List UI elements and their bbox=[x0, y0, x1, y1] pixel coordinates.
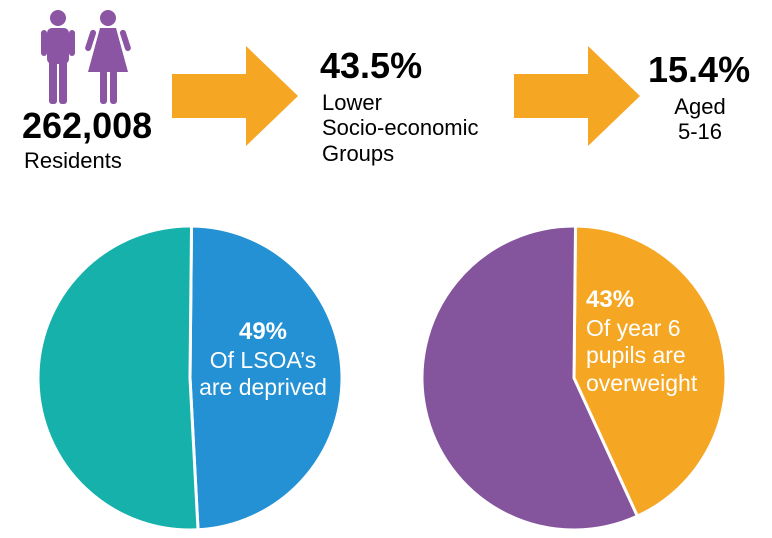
pie1-annotation-pct: 49% bbox=[238, 318, 288, 345]
pie1-annotation-line1: Of LSOA’s bbox=[209, 346, 317, 373]
pie-chart-lsoa bbox=[36, 224, 344, 532]
socio-value: 43.5% bbox=[320, 45, 423, 86]
socio-label-line2: Socio-economic bbox=[322, 115, 479, 141]
pie2-annotation-pct: 43% bbox=[586, 286, 635, 313]
female-person-icon bbox=[85, 10, 131, 104]
male-person-icon bbox=[41, 10, 75, 104]
arrow-right-icon bbox=[514, 46, 640, 146]
aged-value: 15.4% bbox=[648, 49, 751, 90]
pie2-annotation-line3: overweight bbox=[586, 369, 698, 396]
pie-slice-not-overweight bbox=[420, 224, 640, 532]
pie2-annotation: 43% Of year 6 pupils are overweight bbox=[586, 286, 716, 398]
arrow-right-icon bbox=[172, 46, 298, 146]
pie1-annotation: 49% Of LSOA’s are deprived bbox=[188, 318, 338, 402]
pie-chart-year6 bbox=[420, 224, 728, 532]
residents-value: 262,008 bbox=[22, 105, 153, 146]
pie2-annotation-line2: pupils are bbox=[586, 342, 686, 369]
socio-label: Lower Socio-economic Groups bbox=[322, 90, 479, 166]
pie-slice-not-deprived bbox=[36, 224, 200, 532]
pie-slice-overweight bbox=[572, 224, 728, 519]
socio-label-line1: Lower bbox=[322, 90, 382, 115]
pie1-annotation-line2: are deprived bbox=[199, 374, 327, 401]
aged-label-line1: Aged bbox=[674, 94, 726, 119]
aged-label-line2: 5-16 bbox=[677, 119, 723, 145]
socio-label-line3: Groups bbox=[322, 140, 395, 166]
pie2-annotation-line1: Of year 6 bbox=[586, 314, 681, 341]
people-icons bbox=[41, 10, 131, 104]
residents-label: Residents bbox=[24, 148, 122, 173]
pie-slice-deprived bbox=[188, 224, 344, 532]
aged-label: Aged 5-16 bbox=[648, 94, 752, 145]
